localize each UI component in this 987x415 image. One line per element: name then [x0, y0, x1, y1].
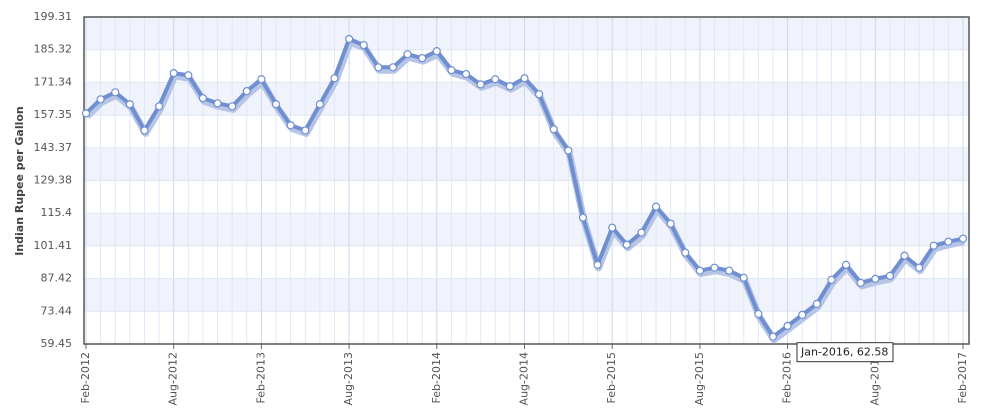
point — [900, 251, 909, 260]
x-tick-label: Aug-2014 — [518, 352, 531, 405]
point — [169, 69, 178, 78]
y-tick-label: 199.31 — [34, 10, 73, 23]
point — [681, 248, 690, 257]
point — [578, 213, 588, 222]
y-axis-label: Indian Rupee per Gallon — [13, 106, 26, 256]
point — [286, 121, 295, 130]
point — [81, 109, 91, 118]
grid-band — [84, 213, 969, 246]
point — [374, 63, 383, 72]
plot-border — [83, 16, 970, 345]
point — [242, 87, 251, 96]
point — [827, 275, 836, 284]
point — [228, 102, 237, 111]
grid-band — [84, 147, 969, 181]
point — [695, 266, 705, 275]
point — [783, 321, 792, 330]
point — [768, 332, 778, 341]
point — [520, 74, 529, 83]
point — [257, 75, 266, 84]
x-tick-label: Feb-2012 — [79, 352, 92, 403]
tooltip-box — [796, 342, 894, 363]
point — [461, 69, 471, 79]
point — [593, 260, 602, 269]
point — [798, 310, 807, 319]
y-tick-label: 185.32 — [34, 43, 73, 56]
tooltip: Jan-2016, 62.58 — [796, 342, 894, 363]
x-tick-label: Feb-2015 — [605, 352, 618, 403]
point — [885, 271, 895, 280]
x-tick-label: Aug-2015 — [693, 352, 706, 405]
y-tick-label: 115.4 — [41, 206, 73, 219]
point — [111, 88, 120, 97]
y-tick-label: 171.34 — [34, 75, 73, 88]
grid-band — [84, 17, 969, 50]
y-tick-label: 157.35 — [34, 108, 73, 121]
point — [841, 260, 851, 269]
point — [505, 82, 514, 91]
point — [403, 50, 412, 59]
point — [929, 241, 938, 250]
y-tick-label: 129.38 — [34, 174, 73, 187]
point — [418, 54, 427, 63]
point — [622, 240, 631, 249]
point — [271, 100, 281, 109]
y-tick-label: 143.37 — [34, 141, 73, 154]
point — [359, 40, 368, 50]
point — [944, 237, 953, 246]
point — [388, 63, 398, 72]
point — [958, 234, 968, 243]
point — [96, 95, 105, 104]
point — [666, 219, 675, 228]
x-tick-label: Feb-2013 — [254, 352, 267, 403]
point — [213, 99, 222, 108]
point — [345, 34, 354, 44]
y-tick-label: 73.44 — [41, 304, 73, 317]
point — [447, 65, 456, 75]
point — [856, 278, 865, 287]
point — [812, 299, 821, 309]
point — [739, 273, 748, 282]
y-tick-label: 87.42 — [41, 272, 73, 285]
tooltip-text: Jan-2016, 62.58 — [800, 346, 888, 359]
x-tick-label: Feb-2016 — [781, 352, 794, 403]
point — [637, 228, 646, 237]
point — [754, 309, 763, 319]
x-tick-label: Aug-2013 — [342, 352, 355, 405]
point — [301, 126, 310, 135]
point — [608, 223, 617, 232]
point — [330, 74, 339, 83]
point — [651, 202, 661, 211]
point — [491, 75, 500, 84]
point — [140, 126, 149, 135]
point — [198, 94, 208, 103]
point — [725, 266, 734, 275]
x-tick-label: Feb-2014 — [430, 352, 443, 403]
point — [432, 47, 441, 56]
point — [710, 263, 719, 272]
point — [315, 100, 324, 109]
point — [125, 100, 134, 109]
y-tick-label: 101.41 — [34, 239, 73, 252]
y-tick-label: 59.45 — [41, 337, 73, 350]
x-tick-label: Feb-2017 — [956, 352, 969, 403]
x-tick-label: Aug-2012 — [167, 352, 180, 405]
point — [915, 263, 924, 272]
point — [871, 274, 880, 283]
point — [535, 90, 544, 99]
x-tick-label: Aug-2016 — [868, 352, 881, 405]
point — [154, 102, 164, 111]
point — [476, 80, 485, 89]
point — [564, 146, 573, 155]
point — [184, 71, 193, 80]
point — [549, 125, 558, 134]
